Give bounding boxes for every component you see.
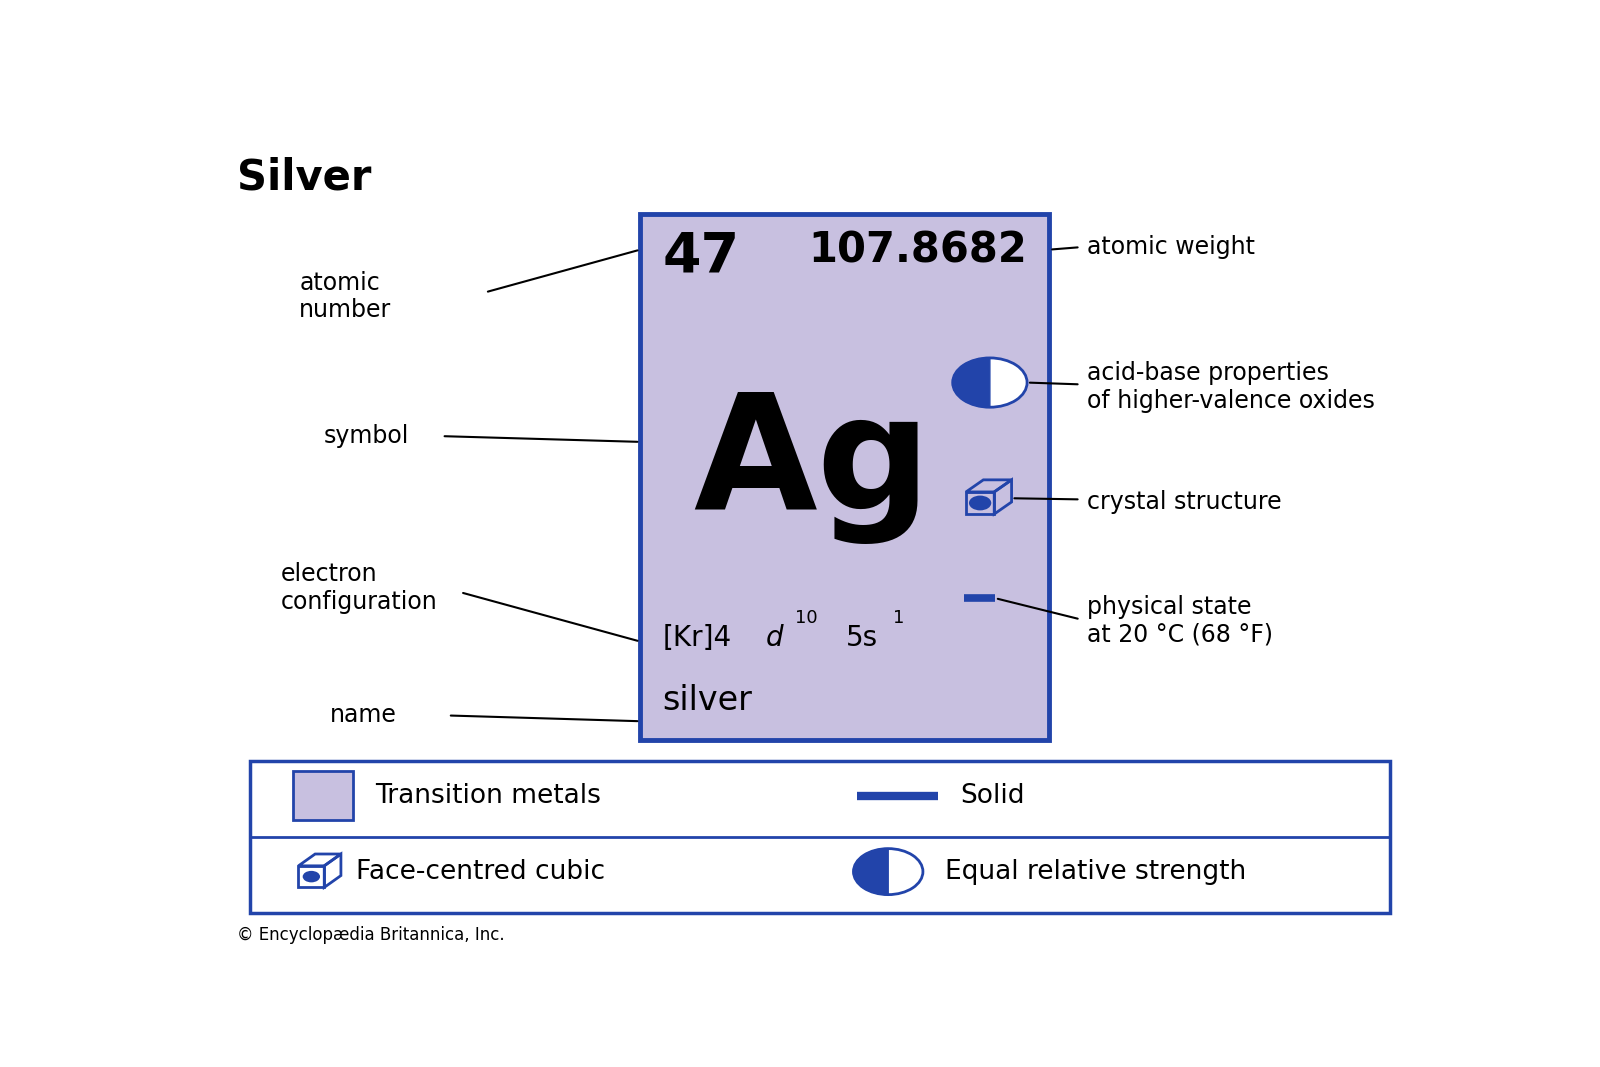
Text: Silver: Silver [237,157,371,198]
FancyBboxPatch shape [250,761,1390,912]
Text: 5s: 5s [846,623,878,652]
Text: d: d [765,623,782,652]
Text: atomic
number: atomic number [299,271,392,322]
Text: physical state
at 20 °C (68 °F): physical state at 20 °C (68 °F) [1086,595,1272,647]
FancyBboxPatch shape [293,771,352,821]
Polygon shape [853,848,888,894]
Text: Face-centred cubic: Face-centred cubic [355,859,605,885]
Text: Ag: Ag [693,389,931,544]
Text: 47: 47 [662,229,739,283]
Text: silver: silver [662,684,752,717]
Text: atomic weight: atomic weight [1086,235,1254,259]
Text: 107.8682: 107.8682 [808,229,1027,271]
Text: Equal relative strength: Equal relative strength [946,859,1246,885]
Text: Solid: Solid [960,782,1024,809]
Text: electron
configuration: electron configuration [280,562,437,614]
Text: [Kr]4: [Kr]4 [662,623,731,652]
Circle shape [302,871,320,882]
Text: 1: 1 [893,608,904,626]
Polygon shape [952,357,990,408]
Text: name: name [330,703,397,728]
Text: crystal structure: crystal structure [1086,490,1282,514]
Text: 10: 10 [795,608,818,626]
Circle shape [970,495,992,510]
Text: © Encyclopædia Britannica, Inc.: © Encyclopædia Britannica, Inc. [237,926,506,944]
FancyBboxPatch shape [640,214,1050,740]
Circle shape [952,357,1027,408]
Text: Transition metals: Transition metals [374,782,600,809]
Text: acid-base properties
of higher-valence oxides: acid-base properties of higher-valence o… [1086,361,1374,413]
Circle shape [853,848,923,894]
Text: symbol: symbol [323,425,410,448]
